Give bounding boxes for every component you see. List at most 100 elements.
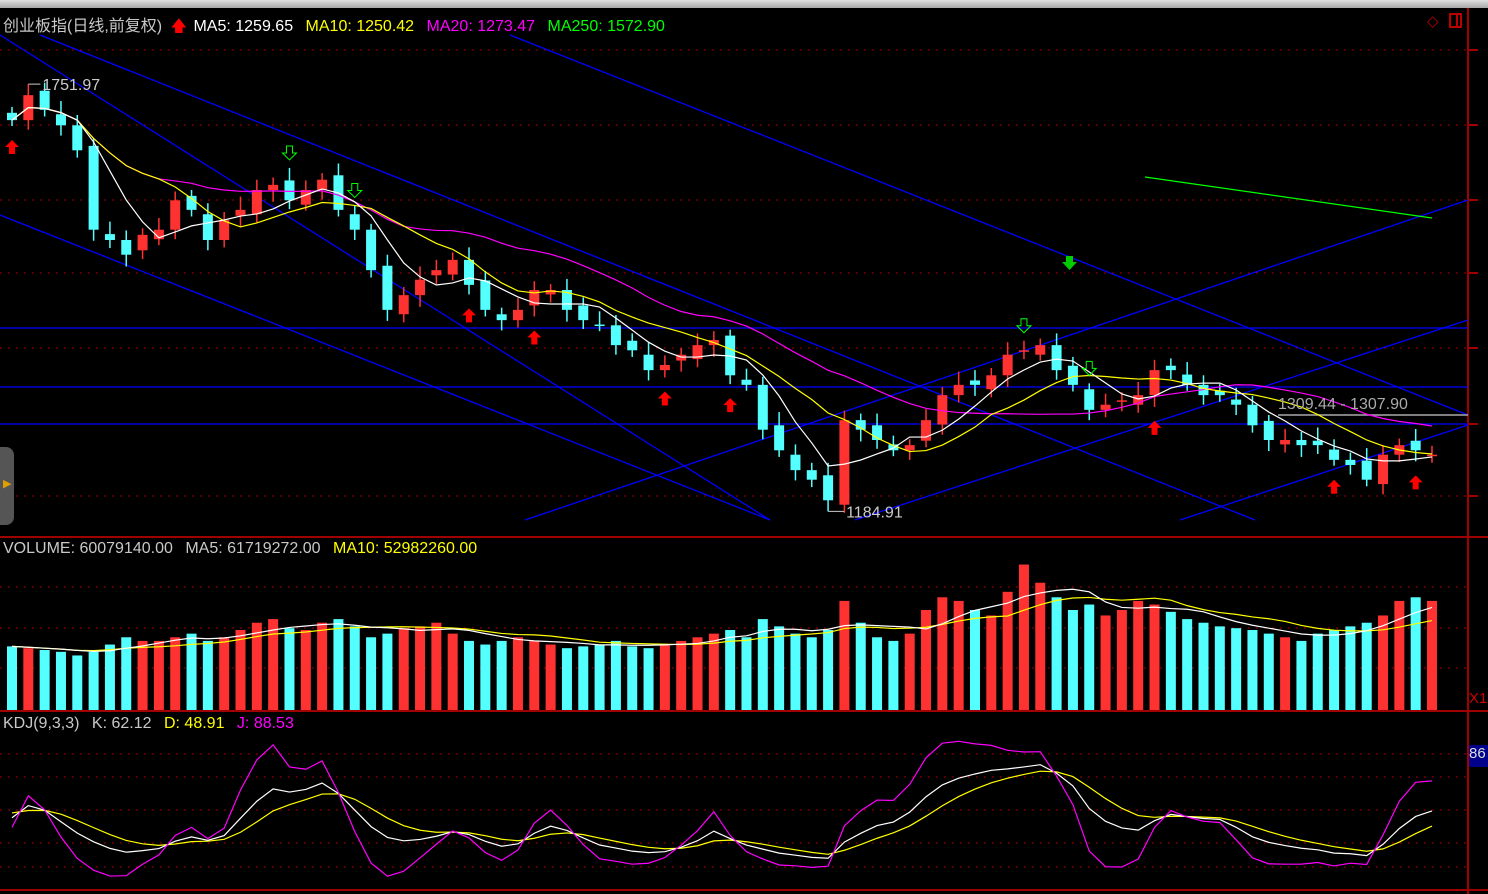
candle-body — [431, 270, 442, 276]
volume-ma10-value: MA10: 52982260.00 — [333, 540, 478, 557]
candle-body — [561, 290, 572, 310]
volume-bar — [1182, 619, 1193, 710]
volume-bar — [284, 628, 295, 710]
volume-bar — [823, 630, 834, 710]
volume-bar — [7, 646, 17, 710]
volume-ma10-line — [11, 596, 1433, 652]
volume-bar — [1051, 597, 1062, 710]
candle-body — [659, 365, 670, 371]
volume-bar — [1394, 600, 1405, 710]
volume-bar — [529, 640, 540, 710]
candle-body — [594, 324, 605, 327]
candle-body — [529, 290, 540, 306]
volume-bar — [1084, 604, 1095, 710]
volume-bar — [839, 600, 850, 710]
volume-bar — [1002, 591, 1013, 710]
volume-bar — [186, 633, 197, 710]
candle-body — [202, 214, 213, 240]
candle-body — [382, 265, 393, 310]
up-arrow-icon: 🡅 — [170, 18, 188, 35]
buy-arrow-icon — [527, 330, 542, 345]
volume-bar — [39, 650, 50, 710]
buy-arrow-icon — [723, 398, 738, 413]
candle-body — [545, 290, 556, 295]
candle-body — [741, 379, 752, 385]
trend-line — [39, 34, 1256, 521]
candle-body — [774, 425, 785, 451]
volume-bar — [1100, 615, 1111, 710]
ma250-value: MA250: 1572.90 — [547, 18, 665, 35]
kdj-name: KDJ(9,3,3) — [3, 715, 80, 732]
ma5-line — [11, 107, 1433, 467]
volume-bar — [1329, 630, 1340, 710]
candle-body — [1165, 365, 1176, 371]
candle-body — [447, 259, 458, 275]
kdj-k-line — [11, 764, 1433, 859]
kdj-axis-badge: 86 — [1469, 745, 1488, 767]
candle-body — [692, 345, 703, 360]
candle-body — [1410, 440, 1421, 451]
volume-bar — [1263, 633, 1274, 710]
candle-body — [1149, 370, 1160, 396]
volume-bar — [676, 640, 687, 710]
candle-body — [921, 420, 932, 441]
volume-bar — [23, 648, 34, 710]
volume-bar — [1133, 600, 1144, 710]
volume-bar — [627, 646, 638, 710]
volume-unit-label: X1 — [1469, 690, 1488, 707]
candle-body — [464, 259, 475, 285]
layout-toggle-icon[interactable] — [1449, 13, 1462, 28]
volume-bar — [610, 640, 621, 710]
volume-bar — [333, 619, 344, 710]
volume-bar — [366, 637, 377, 710]
candle-body — [1247, 404, 1258, 426]
volume-bar — [790, 633, 801, 710]
volume-bar — [202, 640, 213, 710]
candle-body — [300, 190, 311, 205]
volume-bar — [1312, 633, 1323, 710]
ma10-line — [11, 107, 1433, 455]
candle-body — [104, 234, 115, 240]
candle-body — [349, 214, 360, 230]
candle-body — [986, 375, 997, 390]
candle-body — [186, 195, 197, 210]
candle-body — [937, 395, 948, 425]
candle-body — [1051, 345, 1062, 371]
volume-bar — [1427, 600, 1437, 710]
diamond-icon[interactable]: ◇ — [1427, 13, 1439, 30]
candle-body — [806, 470, 817, 480]
candle-body — [969, 380, 980, 385]
volume-bar — [317, 622, 328, 710]
candle-body — [1133, 395, 1144, 405]
candle-body — [72, 125, 83, 151]
candle-body — [953, 384, 964, 396]
volume-bar — [904, 633, 915, 710]
candle-body — [268, 184, 279, 190]
trend-line — [524, 199, 1469, 521]
candle-body — [790, 454, 801, 471]
volume-bar — [643, 648, 654, 710]
volume-legend: VOLUME: 60079140.00 MA5: 61719272.00 MA1… — [3, 540, 485, 558]
volume-bar — [1198, 622, 1209, 710]
volume-bar — [659, 644, 670, 710]
candle-body — [643, 354, 654, 371]
candle-body — [888, 444, 899, 451]
ma5-value: MA5: 1259.65 — [193, 18, 294, 35]
ma20-line — [11, 107, 1433, 427]
candle-body — [1100, 404, 1111, 410]
ma250-line — [1144, 176, 1433, 219]
volume-bar — [757, 619, 768, 710]
buy-arrow-icon — [1147, 420, 1162, 435]
candle-body — [627, 340, 638, 351]
candle-body — [1214, 390, 1225, 396]
volume-bar — [300, 630, 311, 710]
volume-bar — [1067, 610, 1078, 710]
volume-bar — [1165, 611, 1176, 710]
side-panel-handle[interactable]: ▶ — [0, 447, 14, 525]
index-title: 创业板指(日线,前复权) — [3, 18, 163, 35]
candle-body — [317, 179, 328, 190]
candle-body — [1263, 420, 1274, 440]
volume-bar — [921, 610, 932, 710]
kdj-legend: KDJ(9,3,3) K: 62.12 D: 48.91 J: 88.53 — [3, 715, 302, 733]
